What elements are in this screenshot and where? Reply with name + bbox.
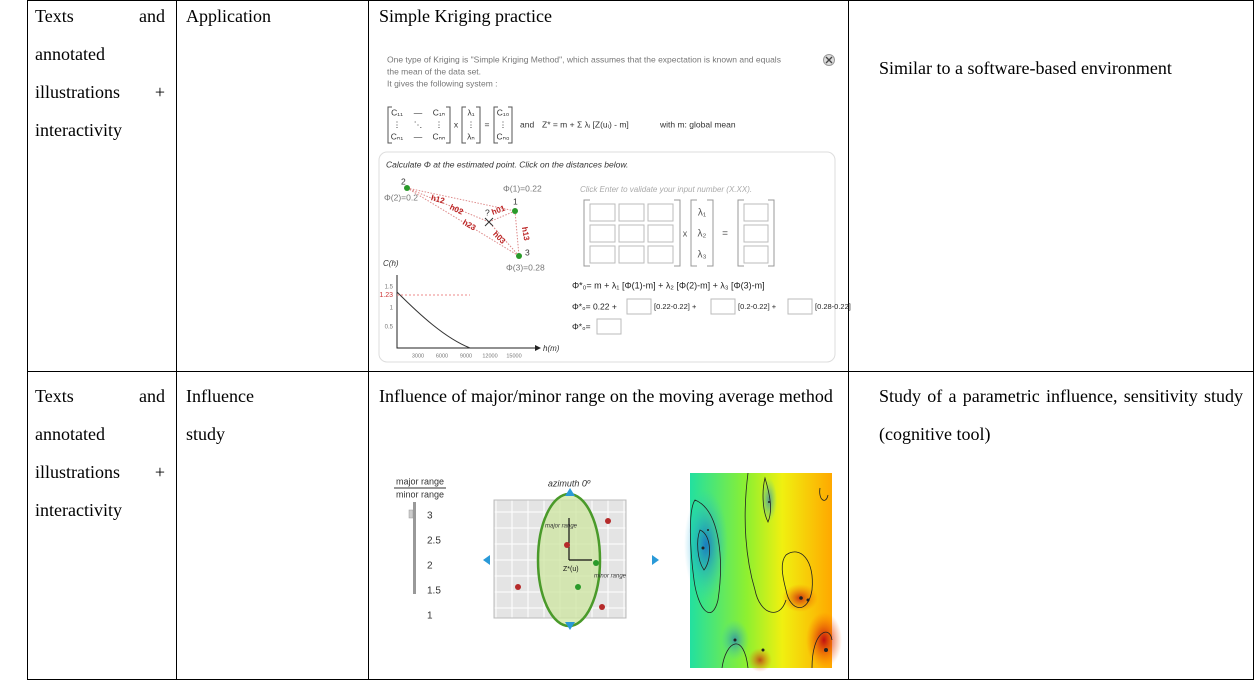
rhs: Cₙ₀ xyxy=(496,131,510,141)
computation: [0.22-0.22] + xyxy=(654,302,697,311)
slider-label: 2 xyxy=(427,561,433,572)
x-axis-label: h(m) xyxy=(543,344,560,353)
lambda: λ₃ xyxy=(697,250,706,261)
matrix-entry: — xyxy=(414,107,423,117)
input-box[interactable] xyxy=(788,299,812,314)
x-tick-label: 3000 xyxy=(412,353,424,359)
slider-thumb[interactable] xyxy=(409,510,413,518)
point-value: Φ(2)=0.2 xyxy=(384,192,418,202)
point-value: Φ(1)=0.22 xyxy=(503,183,542,193)
x-tick-label: 15000 xyxy=(506,353,521,359)
slider-label: 2.5 xyxy=(427,536,441,547)
equals: = xyxy=(485,119,490,129)
input-box[interactable] xyxy=(597,319,621,334)
matrix-entry: ⋮ xyxy=(435,119,444,129)
matrix-entry: ⋱ xyxy=(414,119,423,129)
cell-text: Texts and annotated illustrations + inte… xyxy=(35,0,165,149)
input-box[interactable] xyxy=(627,299,651,314)
point xyxy=(516,253,522,259)
matrix-entry: Cₙₙ xyxy=(433,131,447,141)
estimate-label: Z*(u) xyxy=(563,566,579,573)
y-tick-label: 0.5 xyxy=(385,325,394,331)
rhs: ⋮ xyxy=(499,119,508,129)
intro-line: the mean of the data set. xyxy=(387,66,481,76)
heat-map xyxy=(684,473,842,672)
lambda: λ₁ xyxy=(698,208,707,219)
slider-label: 1 xyxy=(427,611,433,622)
matrix-entry: ⋮ xyxy=(393,119,402,129)
computation: [0.2-0.22] + xyxy=(738,302,777,311)
cell-text: Texts and annotated illustrations + inte… xyxy=(35,377,165,529)
ratio-denominator: minor range xyxy=(396,489,444,499)
matrix-entry: C₁₁ xyxy=(391,107,403,117)
point-label: 3 xyxy=(525,247,530,257)
lambda: ⋮ xyxy=(467,119,476,129)
estimate-label: ? xyxy=(485,207,490,217)
close-button[interactable] xyxy=(824,55,835,66)
lambda: λ₂ xyxy=(698,229,707,240)
estimator: Z* = m + Σ λᵢ [Z(uᵢ) - m] xyxy=(542,119,629,129)
slider-label: 1.5 xyxy=(427,586,441,597)
point-label: 1 xyxy=(513,196,518,206)
matrix-entry: C₁ₙ xyxy=(433,107,446,117)
matrix-entry: — xyxy=(414,131,423,141)
cell-text: Simple Kriging practice xyxy=(379,0,834,35)
result-label: Φ*₀= xyxy=(572,321,591,331)
point-label: 2 xyxy=(401,176,406,186)
times: x xyxy=(454,119,459,129)
y-tick-label: 1.5 xyxy=(385,285,394,291)
cell-text: Influence of major/minor range on the mo… xyxy=(379,377,834,415)
y-tick-label: 1.23 xyxy=(379,292,393,299)
computation: Φ*₀= 0.22 + xyxy=(572,301,617,311)
mean-note: with m: global mean xyxy=(659,119,736,129)
cell-text: Application xyxy=(186,0,361,35)
azimuth: azimuth 0º xyxy=(548,478,591,488)
point xyxy=(512,208,518,214)
illustrations: One type of Kriging is "Simple Kriging M… xyxy=(0,0,1256,680)
x-tick-label: 9000 xyxy=(460,353,472,359)
x-tick-label: 6000 xyxy=(436,353,448,359)
rhs: C₁₀ xyxy=(497,107,510,117)
lambda: λₙ xyxy=(467,131,475,141)
computation: [0.28-0.22] xyxy=(815,302,851,311)
times: x xyxy=(683,228,688,238)
prompt: Calculate Φ at the estimated point. Clic… xyxy=(386,159,628,169)
equals: = xyxy=(722,229,728,240)
formula: Φ*₀= m + λ₁ [Φ(1)-m] + λ₂ [Φ(2)-m] + λ₃ … xyxy=(572,280,765,290)
input-box[interactable] xyxy=(711,299,735,314)
matrix-entry: Cₙ₁ xyxy=(391,131,404,141)
page: One type of Kriging is "Simple Kriging M… xyxy=(0,0,1256,680)
hint: Click Enter to validate your input numbe… xyxy=(580,185,752,194)
minor-range-label: minor range xyxy=(594,574,627,580)
x-tick-label: 12000 xyxy=(482,353,497,359)
major-range-label: major range xyxy=(545,524,578,530)
point-value: Φ(3)=0.28 xyxy=(506,262,545,272)
cell-text: Study of a parametric influence, sensiti… xyxy=(879,377,1243,453)
and: and xyxy=(520,119,534,129)
intro-line: One type of Kriging is "Simple Kriging M… xyxy=(387,54,781,64)
cell-text: Influence study xyxy=(186,377,296,453)
intro-line: It gives the following system : xyxy=(387,78,498,88)
lambda: λ₁ xyxy=(467,107,474,117)
slider-label: 3 xyxy=(427,511,433,522)
y-axis-label: C(h) xyxy=(383,259,399,268)
ratio-numerator: major range xyxy=(396,476,444,486)
slider-track[interactable] xyxy=(413,502,416,594)
brackets xyxy=(388,107,512,143)
cell-text: Similar to a software-based environment xyxy=(879,49,1243,87)
